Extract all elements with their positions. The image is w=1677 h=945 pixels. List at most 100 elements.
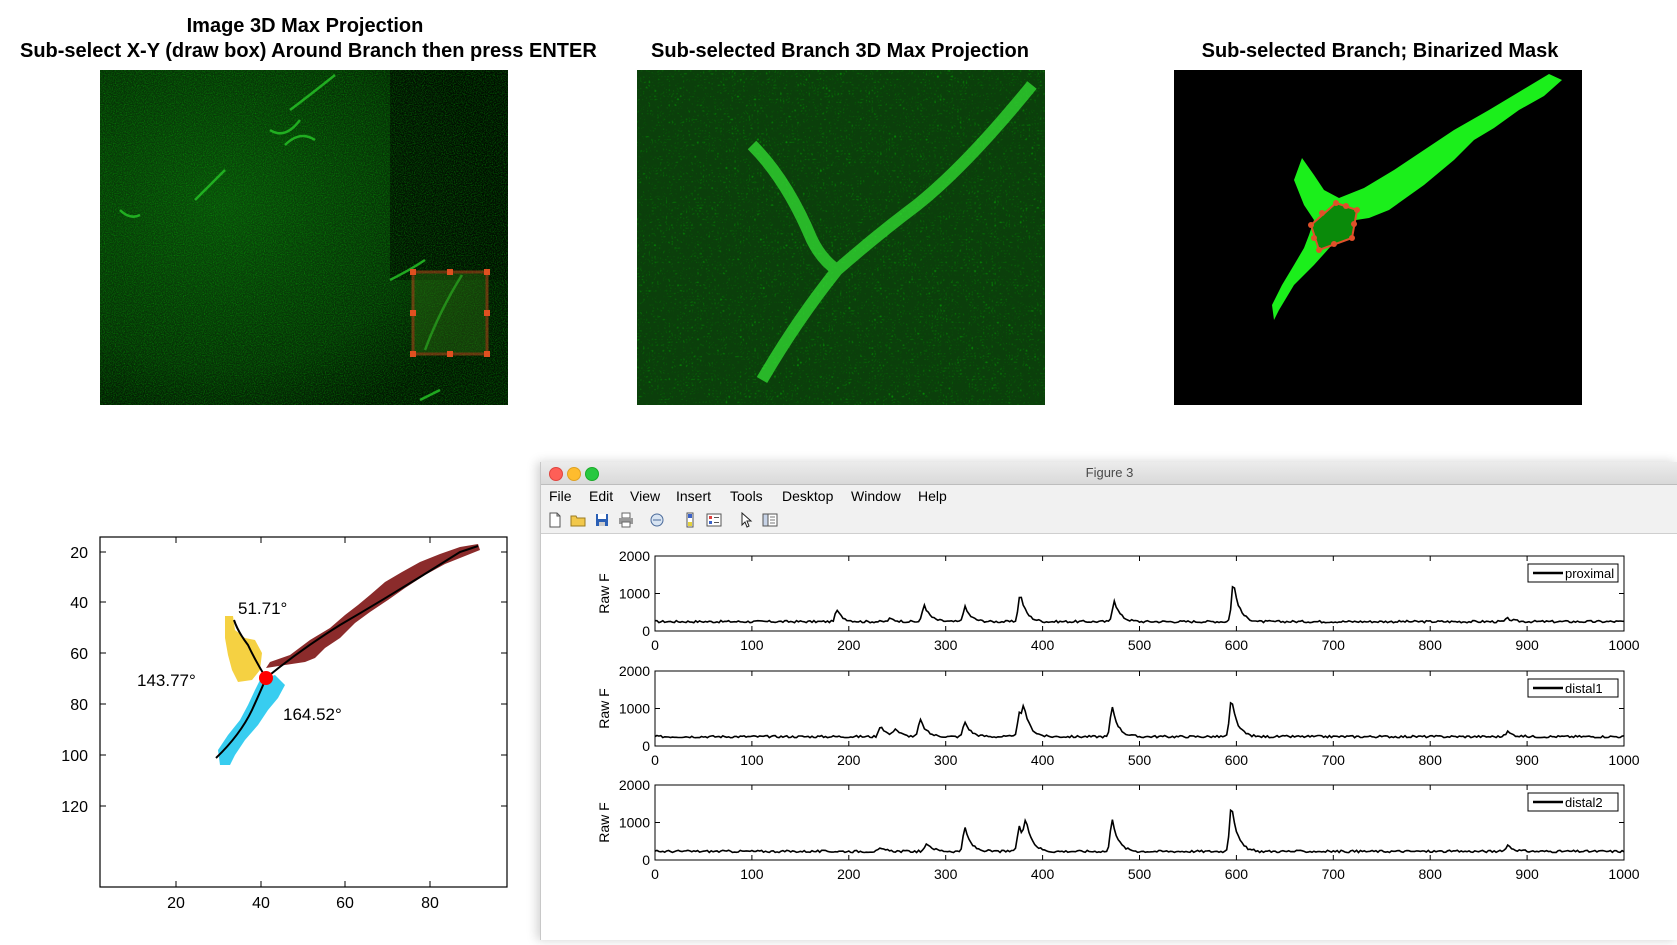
image-max-projection-canvas[interactable] xyxy=(100,70,508,405)
menu-window[interactable]: Window xyxy=(851,488,901,504)
property-inspector-icon[interactable] xyxy=(762,512,778,528)
trace-line-proximal xyxy=(655,585,1625,624)
trace-ytick-label: 2000 xyxy=(619,548,650,564)
trace-xtick-label: 600 xyxy=(1225,637,1249,653)
trace-xtick-label: 900 xyxy=(1515,637,1539,653)
angle-label-3: 164.52° xyxy=(283,705,342,724)
trace-xtick-label: 200 xyxy=(837,752,861,768)
trace-xtick-label: 300 xyxy=(934,866,958,882)
trace-xtick-label: 400 xyxy=(1031,637,1055,653)
menu-help[interactable]: Help xyxy=(918,488,947,504)
trace-xtick-label: 100 xyxy=(740,866,764,882)
trace-xtick-label: 200 xyxy=(837,637,861,653)
close-window-button[interactable] xyxy=(549,467,563,481)
trace-xtick-label: 0 xyxy=(651,866,659,882)
figure3-window[interactable]: Figure 3 File Edit View Insert Tools Des… xyxy=(540,462,1677,940)
trace-subplot-3: 0 100 200 300 400 500 600 700 800 900 1000 0 1000 200… xyxy=(596,777,1640,882)
trace-line-distal1 xyxy=(654,701,1625,739)
save-icon[interactable] xyxy=(594,512,610,528)
trace-subplot-2: 0 100 200 300 400 500 600 700 800 900 1000 0 1000 200… xyxy=(596,663,1640,768)
print-icon[interactable] xyxy=(618,512,634,528)
selection-box[interactable] xyxy=(411,270,489,356)
trace-xtick-label: 300 xyxy=(934,752,958,768)
angle-ytick-label: 40 xyxy=(70,595,88,612)
trace-xtick-label: 0 xyxy=(651,752,659,768)
link-icon[interactable] xyxy=(649,512,665,528)
trace-xtick-label: 700 xyxy=(1322,752,1346,768)
trace-xtick-label: 500 xyxy=(1128,637,1152,653)
angle-plot-canvas: 20 40 60 80 20 40 60 80 100 120 51.71° 143.77° 16… xyxy=(61,536,508,912)
figure3-plot-area: 0 100 200 300 400 500 600 700 800 900 1000 0 1000 200… xyxy=(541,534,1677,940)
trace-ylabel: Raw F xyxy=(596,802,612,842)
trace-xtick-label: 800 xyxy=(1419,752,1443,768)
trace-ytick-label: 2000 xyxy=(619,777,650,793)
trace-xtick-label: 0 xyxy=(651,637,659,653)
trace-axes-box xyxy=(654,670,1625,747)
subselected-branch-canvas xyxy=(637,70,1045,405)
trace-xtick-label: 400 xyxy=(1031,752,1055,768)
trace-subplot-1: 0 100 200 300 400 500 600 700 800 900 1000 0 1000 200… xyxy=(596,548,1640,653)
branch-trace xyxy=(747,81,1037,384)
figure3-toolbar xyxy=(541,507,1677,534)
open-folder-icon[interactable] xyxy=(570,512,586,528)
mask-roi-vertices[interactable] xyxy=(1308,200,1360,253)
menu-desktop[interactable]: Desktop xyxy=(782,488,834,504)
minimize-window-button[interactable] xyxy=(567,467,581,481)
menu-file[interactable]: File xyxy=(549,488,572,504)
legend-icon[interactable] xyxy=(706,512,722,528)
trace-xtick-label: 600 xyxy=(1225,866,1249,882)
menu-insert[interactable]: Insert xyxy=(676,488,712,504)
menu-tools[interactable]: Tools xyxy=(730,488,763,504)
colorbar-icon[interactable] xyxy=(682,512,698,528)
angle-xtick-label: 20 xyxy=(167,895,185,912)
trace-legend-box xyxy=(1527,563,1619,583)
angle-plot-axes xyxy=(99,536,508,888)
angle-xtick-label: 40 xyxy=(252,895,270,912)
branch-node-point[interactable] xyxy=(259,671,273,685)
trace-xtick-label: 900 xyxy=(1515,866,1539,882)
subselected-branch-image xyxy=(637,70,1045,405)
trace-xtick-label: 500 xyxy=(1128,866,1152,882)
pointer-icon[interactable] xyxy=(738,512,754,528)
angle-plot-ticks: 20 40 60 80 20 40 60 80 100 120 xyxy=(61,537,507,912)
trace-xtick-label: 1000 xyxy=(1608,866,1639,882)
new-file-icon[interactable] xyxy=(547,512,563,528)
angle-ytick-label: 60 xyxy=(70,646,88,663)
trace-xtick-label: 700 xyxy=(1322,637,1346,653)
angle-xtick-label: 80 xyxy=(421,895,439,912)
trace-legend-label: proximal xyxy=(1565,566,1614,581)
trace-axes-box xyxy=(654,784,1625,861)
angle-plot: 20 40 60 80 20 40 60 80 100 120 51.71° 143.77° 16… xyxy=(40,520,520,930)
trace-xtick-label: 900 xyxy=(1515,752,1539,768)
figure3-menubar: File Edit View Insert Tools Desktop Wind… xyxy=(541,485,1677,507)
angle-ytick-label: 100 xyxy=(61,748,88,765)
angle-ytick-label: 120 xyxy=(61,799,88,816)
angle-ytick-label: 80 xyxy=(70,697,88,714)
mask-shape xyxy=(1272,74,1562,320)
zoom-window-button[interactable] xyxy=(585,467,599,481)
trace-ytick-label: 0 xyxy=(642,738,650,754)
trace-legend-box xyxy=(1527,678,1619,698)
panel-image-title-line1: Image 3D Max Projection xyxy=(186,15,424,37)
trace-xtick-label: 600 xyxy=(1225,752,1249,768)
selection-box-handles[interactable] xyxy=(410,269,490,357)
panel-image-title: Image 3D Max Projection Sub-select X-Y (… xyxy=(20,14,597,64)
trace-ytick-label: 2000 xyxy=(619,663,650,679)
menu-view[interactable]: View xyxy=(630,488,661,504)
trace-ylabel: Raw F xyxy=(596,688,612,728)
trace-xtick-label: 200 xyxy=(837,866,861,882)
menu-edit[interactable]: Edit xyxy=(589,488,614,504)
trace-xtick-label: 400 xyxy=(1031,866,1055,882)
figure3-title: Figure 3 xyxy=(1085,465,1134,480)
trace-xtick-label: 1000 xyxy=(1608,752,1639,768)
figure3-titlebar[interactable]: Figure 3 xyxy=(541,462,1677,485)
image-max-projection[interactable] xyxy=(100,70,508,405)
trace-legend-label: distal2 xyxy=(1565,795,1603,810)
angle-label-1: 51.71° xyxy=(238,599,287,618)
angle-xtick-label: 60 xyxy=(336,895,354,912)
panel-mask-title: Sub-selected Branch; Binarized Mask xyxy=(1201,40,1559,62)
trace-xtick-label: 800 xyxy=(1419,637,1443,653)
trace-xtick-label: 100 xyxy=(740,752,764,768)
panel-subselected-title: Sub-selected Branch 3D Max Projection xyxy=(651,40,1029,62)
binarized-mask-canvas xyxy=(1272,74,1562,320)
